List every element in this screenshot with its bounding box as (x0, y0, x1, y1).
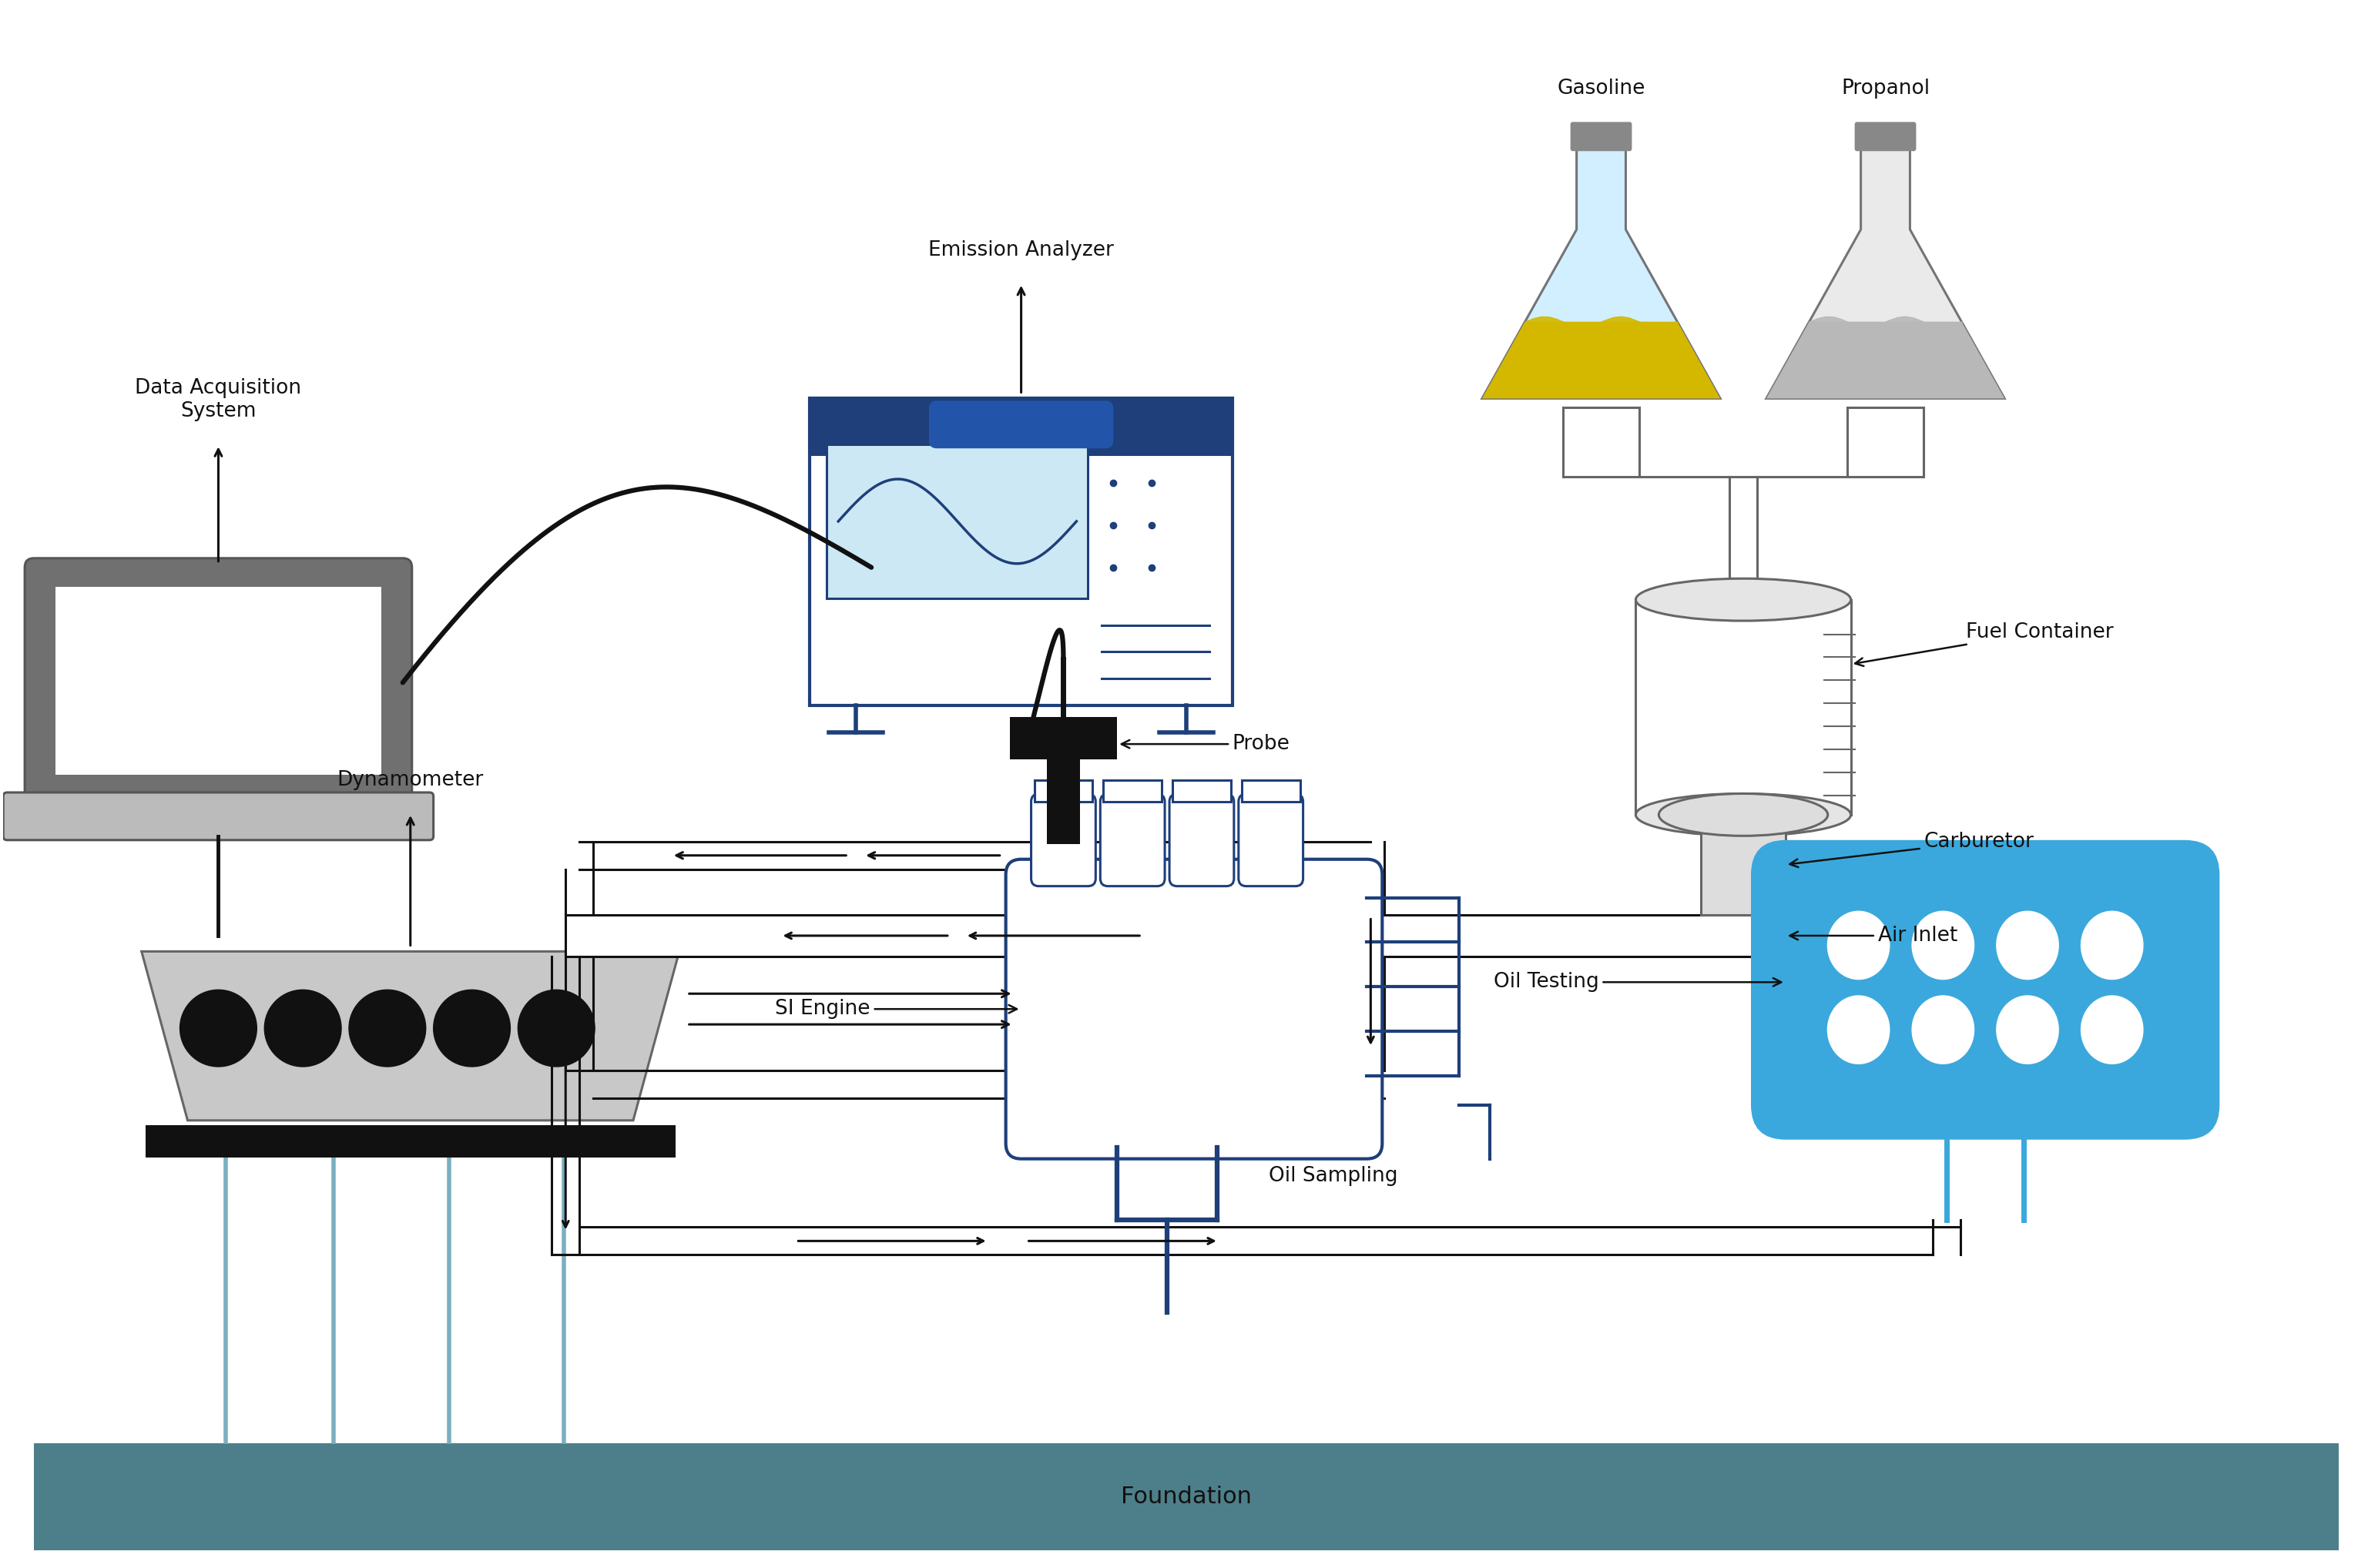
Text: Propanol: Propanol (1841, 78, 1929, 99)
FancyBboxPatch shape (145, 1124, 675, 1157)
FancyBboxPatch shape (1034, 781, 1092, 801)
Ellipse shape (1660, 793, 1829, 836)
Text: Dynamometer: Dynamometer (338, 770, 483, 790)
FancyBboxPatch shape (811, 398, 1232, 456)
FancyBboxPatch shape (24, 558, 411, 808)
Text: Air Inlet: Air Inlet (1791, 925, 1957, 946)
FancyBboxPatch shape (1011, 717, 1118, 759)
FancyBboxPatch shape (1855, 122, 1917, 151)
FancyBboxPatch shape (930, 401, 1113, 448)
FancyBboxPatch shape (1103, 781, 1163, 801)
Circle shape (181, 989, 257, 1066)
Ellipse shape (1636, 579, 1850, 621)
Polygon shape (1481, 321, 1719, 398)
Ellipse shape (2081, 911, 2143, 980)
FancyBboxPatch shape (566, 914, 1786, 956)
Polygon shape (1767, 321, 2005, 398)
Polygon shape (1767, 144, 2005, 398)
Text: SI Engine: SI Engine (775, 999, 1018, 1019)
Text: Gasoline: Gasoline (1558, 78, 1646, 99)
FancyBboxPatch shape (828, 445, 1089, 597)
FancyBboxPatch shape (1006, 859, 1382, 1159)
Ellipse shape (1995, 911, 2059, 980)
FancyBboxPatch shape (1101, 793, 1165, 886)
Text: Data Acquisition
System: Data Acquisition System (136, 378, 302, 422)
Text: Fuel Container: Fuel Container (1855, 622, 2114, 666)
Polygon shape (1481, 144, 1719, 398)
Text: Carburetor: Carburetor (1791, 831, 2033, 867)
Ellipse shape (1912, 911, 1974, 980)
FancyBboxPatch shape (1241, 781, 1301, 801)
Ellipse shape (1636, 793, 1850, 836)
FancyBboxPatch shape (1831, 1105, 2138, 1132)
FancyBboxPatch shape (1569, 122, 1631, 151)
Circle shape (264, 989, 342, 1066)
Circle shape (350, 989, 426, 1066)
FancyBboxPatch shape (55, 586, 380, 775)
Ellipse shape (2081, 996, 2143, 1065)
FancyBboxPatch shape (1239, 793, 1303, 886)
Text: Oil Sampling: Oil Sampling (1267, 1165, 1398, 1185)
Ellipse shape (1826, 996, 1891, 1065)
FancyBboxPatch shape (1636, 599, 1850, 815)
FancyBboxPatch shape (1032, 793, 1096, 886)
Text: Oil Testing: Oil Testing (1493, 972, 1781, 993)
FancyBboxPatch shape (1170, 793, 1234, 886)
Text: Foundation: Foundation (1120, 1485, 1251, 1508)
Ellipse shape (1995, 996, 2059, 1065)
Ellipse shape (1826, 911, 1891, 980)
FancyBboxPatch shape (33, 1443, 2338, 1551)
Text: Probe: Probe (1122, 734, 1291, 754)
Circle shape (518, 989, 594, 1066)
FancyBboxPatch shape (2, 792, 433, 840)
Text: Emission Analyzer: Emission Analyzer (927, 240, 1113, 260)
FancyBboxPatch shape (1750, 840, 2219, 1140)
FancyBboxPatch shape (811, 398, 1232, 706)
Ellipse shape (1912, 996, 1974, 1065)
FancyBboxPatch shape (1700, 815, 1786, 914)
Circle shape (433, 989, 511, 1066)
FancyBboxPatch shape (1172, 781, 1232, 801)
FancyBboxPatch shape (1046, 729, 1080, 844)
Polygon shape (143, 952, 680, 1121)
